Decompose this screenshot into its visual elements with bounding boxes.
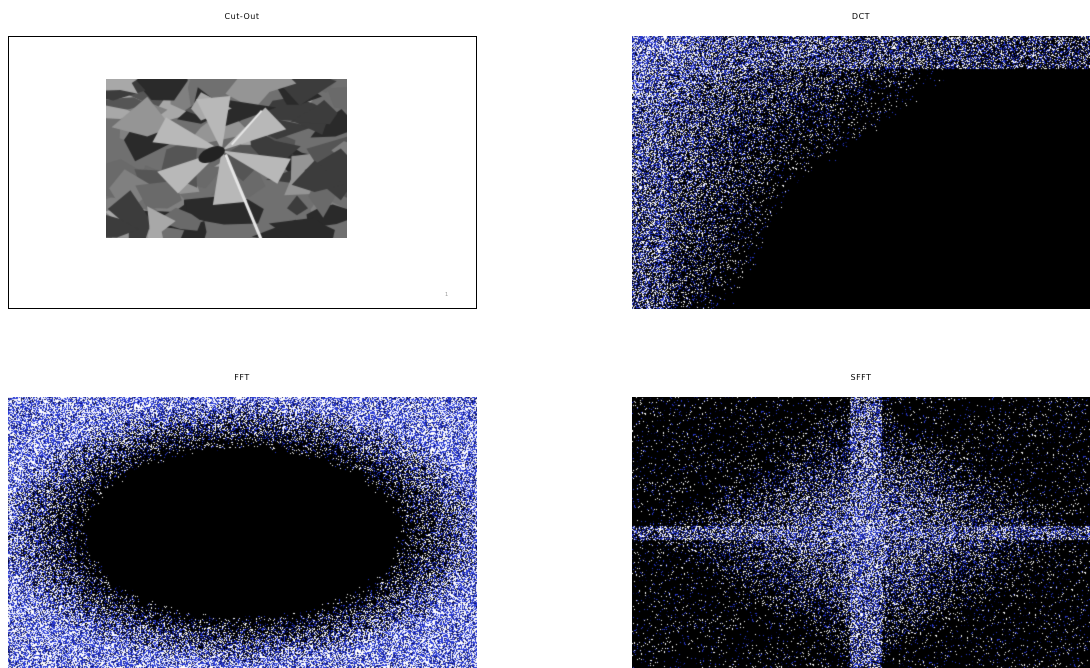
dct-title: DCT [851,12,871,21]
fft-title: FFT [234,373,250,382]
fft-panel [8,397,477,668]
cutout-title: Cut-Out [224,12,260,21]
cutout-panel: 1 [8,36,477,309]
dct-spectrum-image [632,36,1090,309]
fft-spectrum-image [8,397,477,668]
cutout-tick-label: 1 [445,292,449,298]
cutout-image [106,79,347,238]
dct-panel [632,36,1090,309]
sfft-spectrum-image [632,397,1090,668]
sfft-title: SFFT [850,373,872,382]
sfft-panel [632,397,1090,668]
